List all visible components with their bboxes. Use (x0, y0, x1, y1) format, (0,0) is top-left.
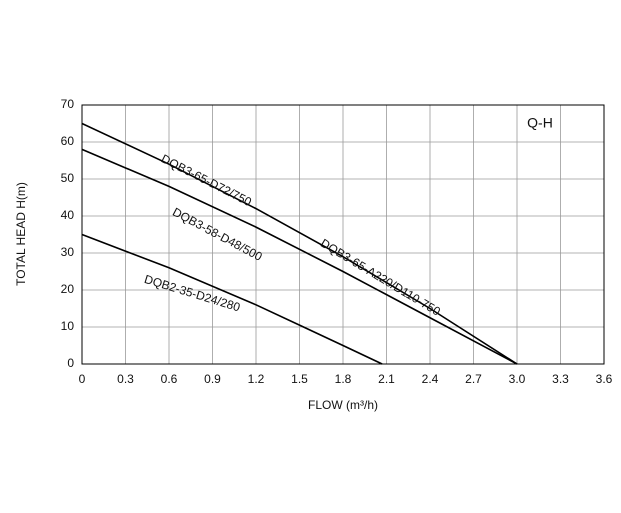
line-series (81, 122, 518, 365)
curve-label: DQB3-58-D48/500 (170, 205, 265, 264)
line-series (81, 233, 383, 365)
x-tick-label: 2.7 (465, 372, 482, 386)
x-axis-label: FLOW (m³/h) (308, 398, 378, 412)
y-tick-label: 0 (67, 356, 74, 370)
y-tick-label: 30 (61, 245, 75, 259)
x-tick-label: 1.2 (248, 372, 265, 386)
x-tick-label: 0 (79, 372, 86, 386)
x-tick-label: 2.1 (378, 372, 395, 386)
curve-label: DQB3-65-D72/750 (159, 151, 254, 209)
x-tick-label: 3.0 (509, 372, 526, 386)
x-tick-label: 3.6 (596, 372, 613, 386)
y-tick-label: 50 (61, 171, 75, 185)
x-tick-label: 1.8 (335, 372, 352, 386)
y-tick-label: 60 (61, 134, 75, 148)
y-tick-label: 10 (61, 319, 75, 333)
x-tick-label: 1.5 (291, 372, 308, 386)
x-tick-label: 0.3 (117, 372, 134, 386)
x-tick-label: 0.6 (161, 372, 178, 386)
y-tick-label: 20 (61, 282, 75, 296)
y-axis-label: TOTAL HEAD H(m) (14, 182, 28, 286)
x-tick-label: 0.9 (204, 372, 221, 386)
y-tick-label: 70 (61, 97, 75, 111)
y-tick-label: 40 (61, 208, 75, 222)
curve-label: DQB3-65-A220/D110-750 (318, 236, 443, 319)
x-tick-label: 2.4 (422, 372, 439, 386)
line-series (81, 148, 518, 365)
x-tick-label: 3.3 (552, 372, 569, 386)
chart-title: Q-H (527, 115, 553, 131)
